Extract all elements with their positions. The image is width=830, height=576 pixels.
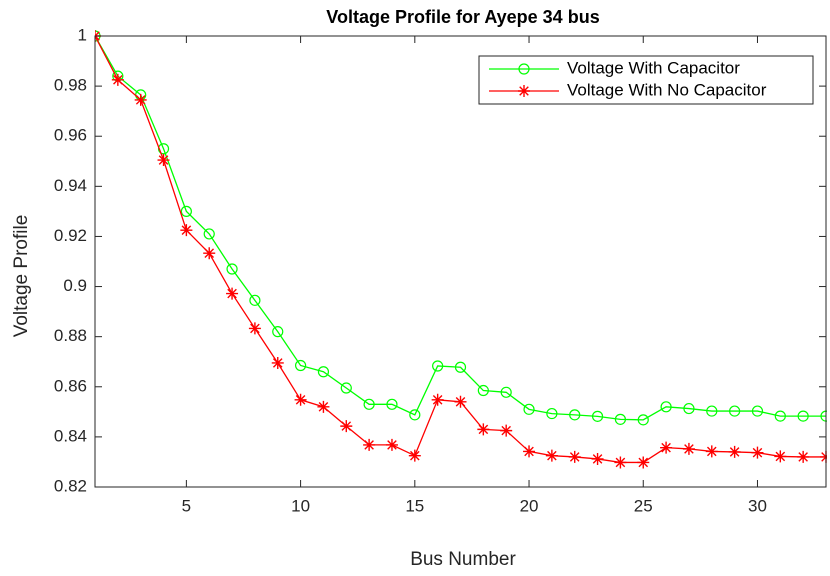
asterisk-marker [203,247,216,260]
asterisk-marker [248,322,261,335]
axes-box [94,35,827,488]
asterisk-marker [431,393,444,406]
asterisk-marker [523,445,536,458]
asterisk-marker [545,449,558,462]
asterisk-marker [728,445,741,458]
asterisk-marker [408,449,421,462]
asterisk-marker [660,441,673,454]
y-tick-label: 0.92 [54,226,87,245]
asterisk-marker [500,424,513,437]
circle-marker [363,398,375,410]
circle-marker [272,326,284,338]
y-tick-label: 1 [78,25,87,44]
circle-marker [706,405,718,417]
asterisk-marker [271,356,284,369]
y-axis-label: Voltage Profile [11,215,32,338]
asterisk-marker [568,450,581,463]
circle-marker [340,382,352,394]
circle-marker [569,409,581,421]
asterisk-marker [180,224,193,237]
asterisk-marker [774,450,787,463]
asterisk-marker [705,445,718,458]
circle-marker [203,228,215,240]
circle-marker [751,405,764,417]
circle-marker [157,143,170,155]
legend-label: Voltage With No Capacitor [567,80,767,99]
circle-marker [409,409,421,421]
x-tick-label: 25 [634,496,653,515]
asterisk-marker [751,446,764,459]
asterisk-marker [385,438,398,451]
circle-marker [797,410,809,422]
asterisk-marker [614,456,627,469]
y-tick-label: 0.96 [54,126,87,145]
asterisk-marker [454,395,467,408]
asterisk-marker [111,73,124,86]
circle-marker [500,386,512,398]
asterisk-marker [682,442,695,455]
circle-marker [180,205,192,217]
circle-marker [454,361,467,373]
asterisk-marker [226,287,239,300]
series-line [95,35,826,421]
circle-marker [774,410,786,422]
circle-marker [546,407,558,420]
x-tick-label: 10 [291,496,310,515]
circle-marker [614,413,627,425]
circle-marker [249,294,261,306]
x-tick-label: 5 [182,496,191,515]
asterisk-marker [340,420,353,433]
y-tick-label: 0.88 [54,326,87,345]
circle-marker [386,398,398,410]
series [95,30,827,469]
circle-marker [729,405,741,417]
y-tick-label: 0.86 [54,376,87,395]
legend-box [478,55,814,105]
asterisk-marker [363,438,376,451]
legend-label: Voltage With Capacitor [567,58,740,77]
y-tick-label: 0.98 [54,76,87,95]
circle-marker [591,410,604,422]
circle-marker [477,384,489,397]
asterisk-marker [134,93,147,106]
asterisk-marker [477,423,490,436]
circle-marker [317,366,330,378]
y-tick-label: 0.9 [63,276,87,295]
x-axis-label: Bus Number [410,549,516,570]
y-tick-label: 0.94 [54,176,87,195]
chart-title: Voltage Profile for Ayepe 34 bus [326,7,599,27]
circle-marker [660,401,672,413]
x-tick-label: 20 [520,496,539,515]
asterisk-marker [591,452,604,465]
y-tick-label: 0.84 [54,426,87,445]
asterisk-marker [294,393,307,406]
asterisk-marker [637,456,650,469]
legend-marker [518,63,530,75]
legend-marker [518,85,530,97]
circle-marker [523,403,535,415]
circle-marker [432,360,444,372]
circle-marker [294,359,307,372]
asterisk-marker [797,450,810,463]
circle-marker [226,263,238,275]
circle-marker [683,402,695,415]
x-tick-label: 15 [405,496,424,515]
asterisk-marker [317,400,330,413]
x-tick-label: 30 [748,496,767,515]
y-tick-label: 0.82 [54,476,87,495]
circle-marker [637,414,649,426]
asterisk-marker [157,154,170,167]
